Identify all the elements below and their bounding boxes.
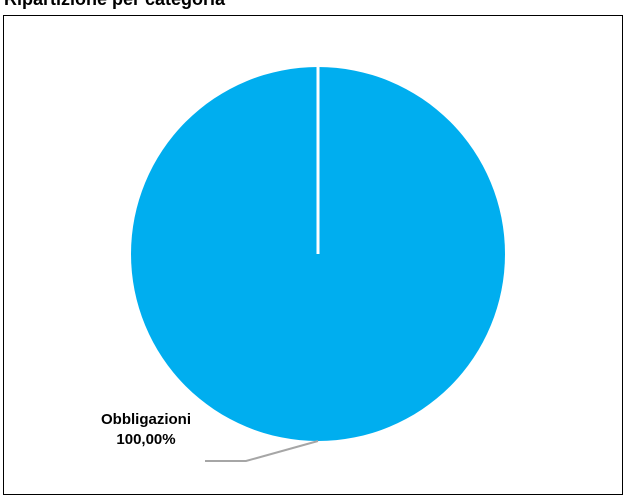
label-leader-line — [205, 440, 319, 462]
chart-caption: Ripartizione per categoria — [0, 0, 626, 11]
data-label-category: Obbligazioni — [101, 411, 191, 428]
data-label-percent: 100,00% — [116, 431, 175, 448]
